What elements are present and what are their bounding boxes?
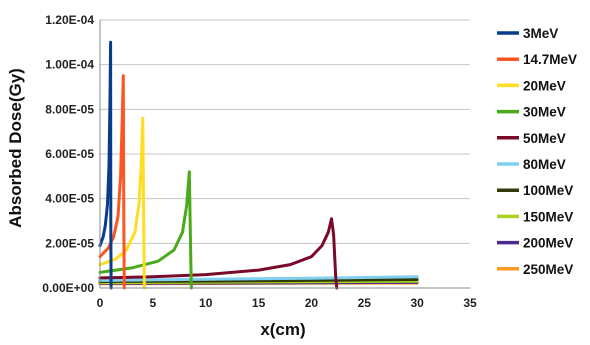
- y-tick-label: 6.00E-05: [45, 147, 94, 161]
- legend-label: 150MeV: [523, 209, 573, 224]
- x-tick-label: 35: [463, 296, 477, 310]
- y-tick-label: 4.00E-05: [45, 192, 94, 206]
- legend-label: 80MeV: [523, 157, 566, 172]
- x-tick-labels: 0 5 10 15 20 25 30 35: [97, 296, 477, 310]
- y-tick-label: 0.00E+00: [42, 281, 94, 295]
- series-lines: [98, 40, 419, 290]
- legend-label: 50MeV: [523, 131, 566, 146]
- legend-label: 20MeV: [523, 78, 566, 93]
- x-tick-label: 30: [410, 296, 424, 310]
- legend-label: 200MeV: [523, 236, 573, 251]
- series-line-20MeV: [98, 116, 146, 290]
- legend-label: 100MeV: [523, 183, 573, 198]
- series-line-30MeV: [98, 170, 193, 290]
- legend-label: 14.7MeV: [523, 52, 577, 67]
- x-axis-title: x(cm): [260, 320, 305, 339]
- x-tick-label: 20: [305, 296, 319, 310]
- legend-label: 250MeV: [523, 262, 573, 277]
- y-tick-label: 8.00E-05: [45, 102, 94, 116]
- y-tick-label: 1.20E-04: [45, 13, 94, 27]
- legend: 3MeV 14.7MeV 20MeV 30MeV 50MeV 80MeV 100MeV 150…: [497, 26, 577, 277]
- series-line-80MeV: [98, 275, 419, 282]
- series-line-50MeV: [98, 217, 339, 290]
- legend-label: 30MeV: [523, 105, 566, 120]
- series-line-3MeV: [98, 40, 113, 290]
- x-tick-label: 0: [97, 296, 104, 310]
- y-tick-labels: 0.00E+00 2.00E-05 4.00E-05 6.00E-05 8.00E-05…: [42, 13, 94, 295]
- y-tick-label: 1.00E-04: [45, 58, 94, 72]
- y-axis-title: Absorbed Dose(Gy): [6, 68, 25, 228]
- x-tick-label: 15: [252, 296, 266, 310]
- x-tick-label: 5: [150, 296, 157, 310]
- x-tick-label: 10: [199, 296, 213, 310]
- gridlines: [100, 19, 470, 244]
- legend-label: 3MeV: [523, 26, 558, 41]
- axes: [99, 20, 470, 289]
- x-tick-label: 25: [358, 296, 372, 310]
- y-tick-label: 2.00E-05: [45, 236, 94, 250]
